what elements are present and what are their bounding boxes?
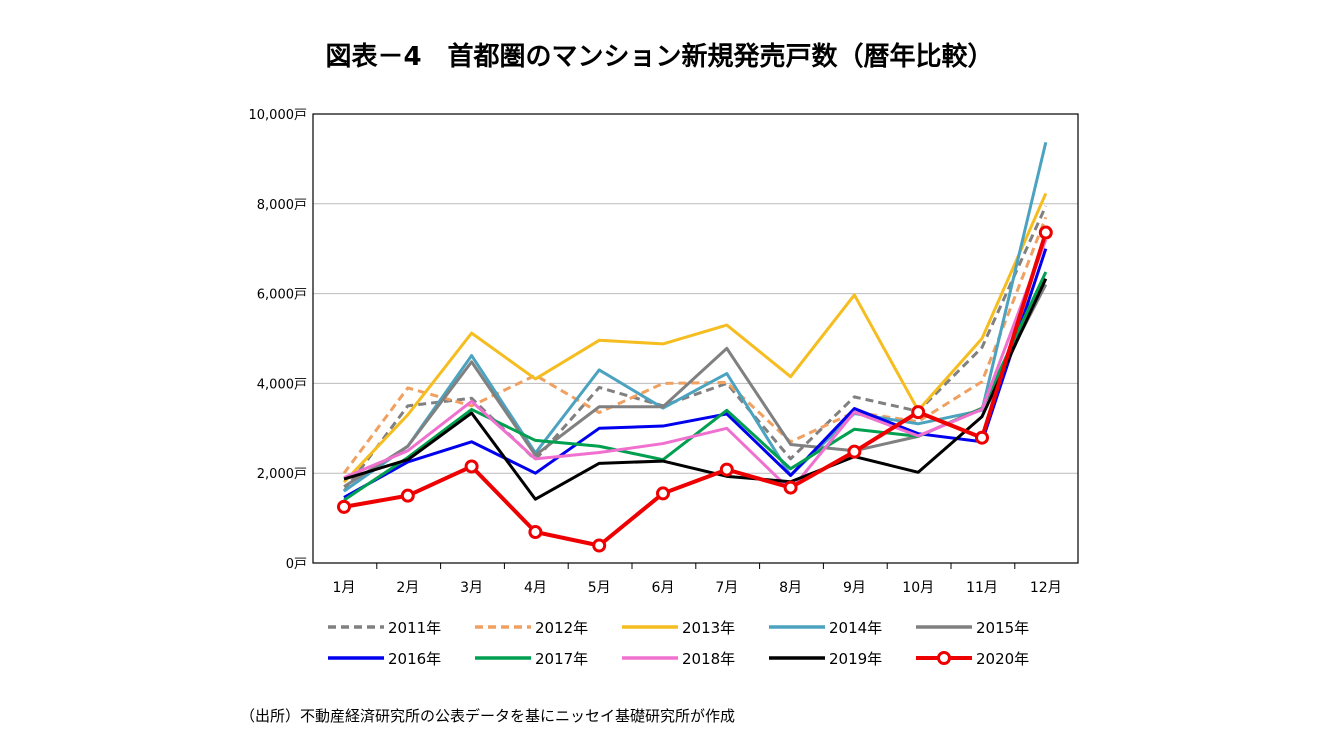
data-point [592, 538, 607, 553]
y-tick-label: 10,000戸 [249, 108, 308, 123]
x-tick-label: 10月 [902, 580, 934, 596]
series-line-2020年 [343, 231, 1048, 548]
x-tick-label: 5月 [588, 580, 611, 596]
y-tick-label: 4,000戸 [257, 377, 307, 392]
series-line-2019年 [343, 278, 1048, 501]
legend-label: 2015年 [976, 619, 1029, 637]
data-point [656, 486, 670, 501]
x-tick-label: 9月 [843, 580, 866, 596]
x-tick-label: 4月 [524, 580, 547, 596]
data-point [847, 444, 862, 459]
x-tick-label: 12月 [1030, 580, 1062, 596]
y-tick-label: 0戸 [286, 557, 307, 572]
x-tick-label: 7月 [715, 580, 738, 596]
x-tick-label: 3月 [460, 580, 483, 596]
data-point [975, 430, 989, 445]
legend-label: 2013年 [682, 619, 735, 637]
y-tick-label: 6,000戸 [257, 288, 307, 303]
series-line-2016年 [343, 248, 1048, 499]
legend-label: 2014年 [829, 619, 882, 637]
data-point [719, 462, 734, 477]
y-tick-label: 8,000戸 [257, 198, 307, 213]
series-line-2014年 [343, 141, 1048, 493]
x-tick-label: 2月 [396, 580, 419, 596]
chart-title: 図表－4 首都圏のマンション新規発売戸数（暦年比較） [325, 42, 994, 72]
legend-label: 2017年 [535, 650, 588, 668]
series-line-2013年 [342, 192, 1048, 484]
legend-label: 2018年 [682, 650, 735, 668]
legend-label: 2019年 [829, 650, 882, 668]
legend-label: 2016年 [388, 650, 441, 668]
series-line-2012年 [342, 216, 1048, 475]
legend-label: 2011年 [388, 619, 441, 637]
y-tick-label: 2,000戸 [257, 467, 307, 482]
data-point [783, 480, 798, 495]
data-point [400, 488, 415, 503]
x-tick-label: 6月 [652, 580, 675, 596]
data-point [528, 525, 543, 540]
data-point [464, 459, 479, 474]
data-point [337, 499, 351, 514]
data-point [911, 405, 926, 420]
plot-frame [312, 113, 1079, 564]
x-tick-label: 1月 [333, 580, 356, 596]
data-point [1038, 225, 1053, 240]
legend-label: 2012年 [535, 619, 588, 637]
x-tick-label: 8月 [779, 580, 802, 596]
x-tick-label: 11月 [966, 580, 998, 596]
source-note: （出所）不動産経済研究所の公表データを基にニッセイ基礎研究所が作成 [240, 707, 736, 725]
legend-marker [937, 651, 951, 665]
series-line-2018年 [343, 239, 1048, 492]
legend-label: 2020年 [976, 650, 1029, 668]
